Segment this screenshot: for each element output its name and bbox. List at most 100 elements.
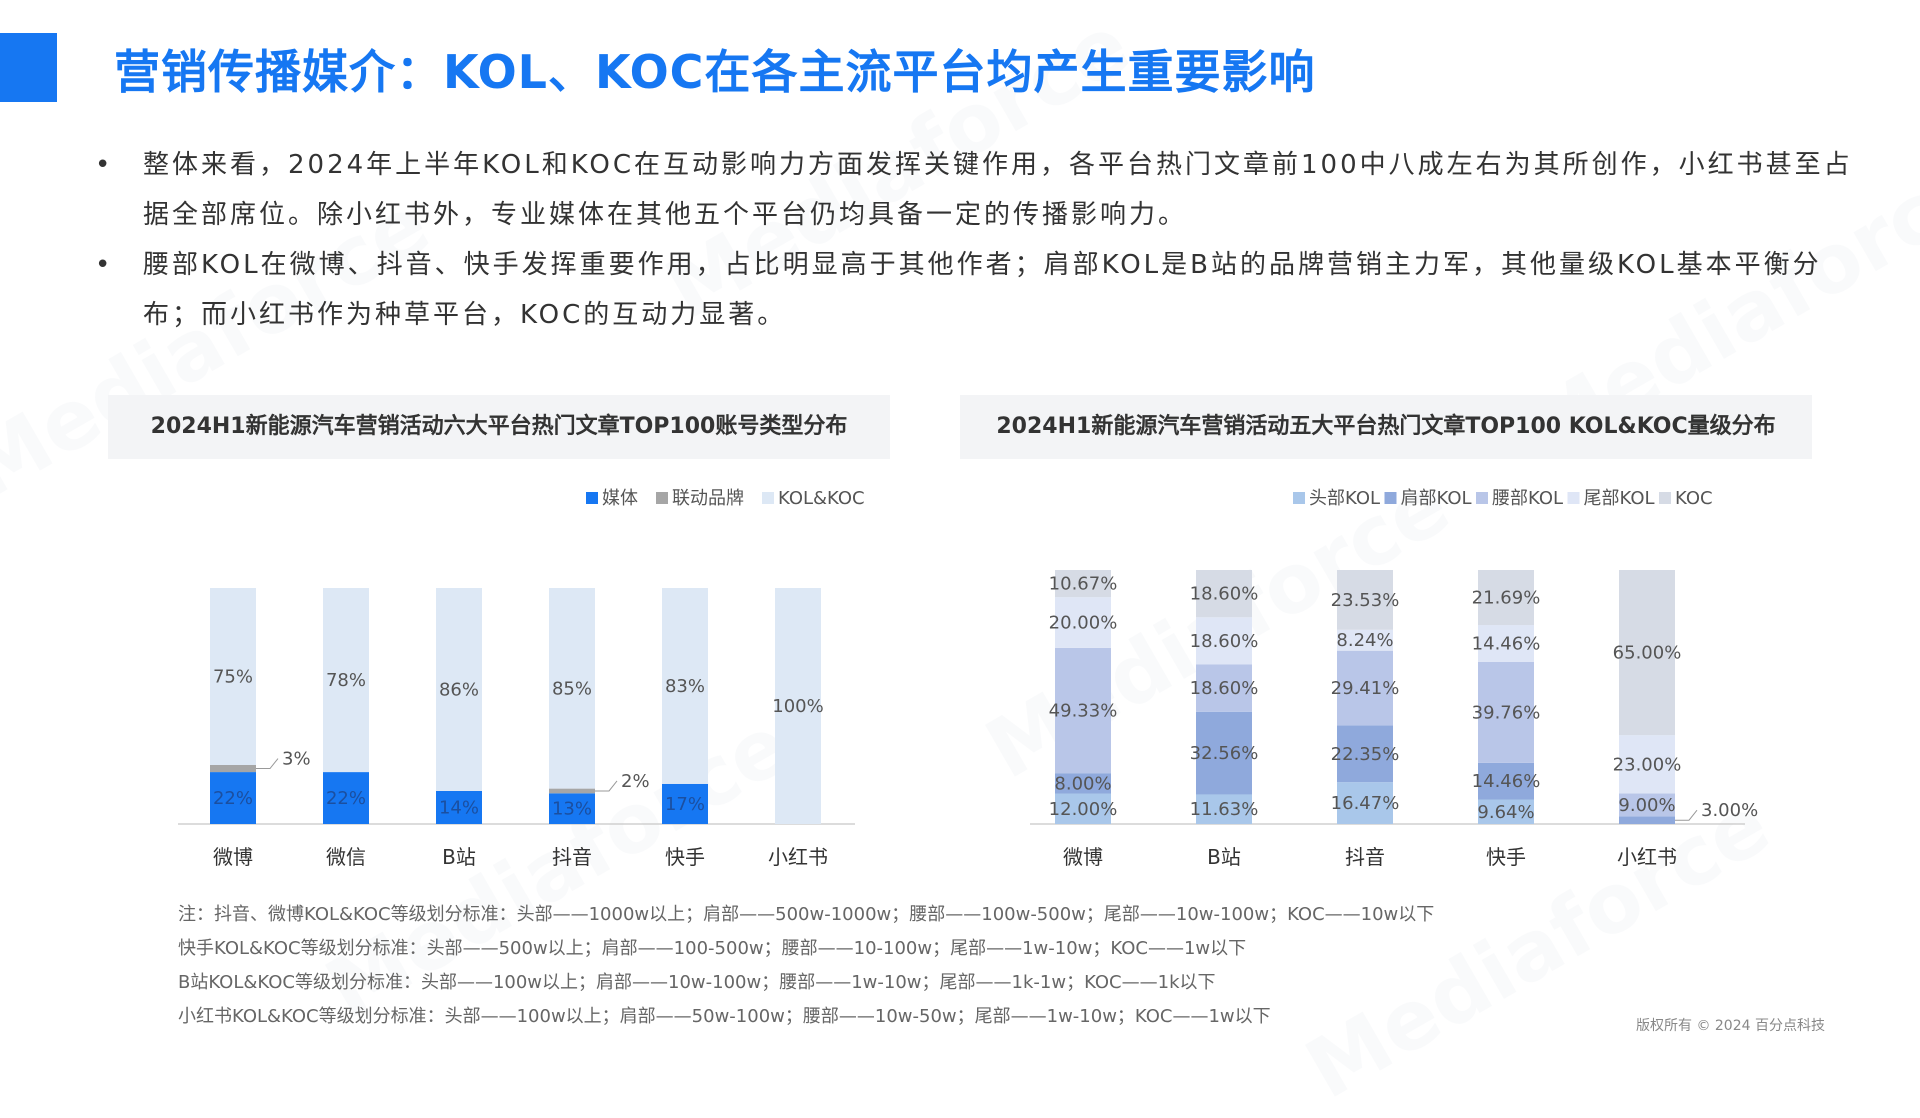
label-leader-line (595, 780, 618, 792)
bar-segment (1619, 793, 1675, 817)
bar-segment (436, 790, 482, 824)
bar-segment (1337, 782, 1393, 824)
note-line: 快手KOL&KOC等级划分标准：头部——500w以上；肩部——100-500w；… (178, 938, 1247, 959)
data-label: 14.46% (1472, 633, 1541, 654)
legend-swatch (1293, 492, 1305, 504)
category-label: 抖音 (552, 845, 592, 869)
category-label: 抖音 (1345, 845, 1385, 869)
category-label: B站 (442, 845, 476, 869)
notes: 注：抖音、微博KOL&KOC等级划分标准：头部——1000w以上；肩部——500… (178, 898, 1434, 1034)
data-label: 100% (772, 696, 823, 717)
bar-segment (1055, 773, 1111, 794)
legend-swatch (1384, 492, 1397, 504)
legend-swatch (656, 492, 668, 504)
category-label: 微信 (326, 845, 366, 869)
data-label: 83% (665, 676, 705, 697)
bar-segment (210, 588, 256, 765)
bar-segment (775, 588, 821, 824)
bar-segment (1337, 650, 1393, 726)
legend-label: 头部KOL (1309, 488, 1380, 509)
bullet-item: • 腰部KOL在微博、抖音、快手发挥重要作用，占比明显高于其他作者；肩部KOL是… (95, 240, 1855, 340)
bar-segment (323, 772, 369, 824)
kol-tier-chart: 12.00% 8.00% 49.33% 20.00% 10.67% 微博 11.63% 32.… (1030, 488, 1758, 869)
charts-canvas: 22% 3% 75% 微博 22% 78% 微信 14% 86% B站 13% 2% 85% 抖音 17% 8… (178, 488, 1758, 869)
data-label: 16.47% (1331, 793, 1400, 814)
bar-segment (1055, 570, 1111, 598)
bar-segment (1055, 647, 1111, 774)
data-label: 23.53% (1331, 590, 1400, 611)
bar-segment (1196, 711, 1252, 795)
summary-bullets: • 整体来看，2024年上半年KOL和KOC在互动影响力方面发挥关键作用，各平台… (95, 140, 1855, 340)
bar-segment (1619, 570, 1675, 736)
data-label: 78% (326, 670, 366, 691)
bar-segment (1196, 794, 1252, 824)
bullet-text: 腰部KOL在微博、抖音、快手发挥重要作用，占比明显高于其他作者；肩部KOL是B站… (143, 250, 1822, 330)
chart-title: 2024H1新能源汽车营销活动五大平台热门文章TOP100 KOL&KOC量级分… (960, 395, 1812, 459)
data-label: 65.00% (1613, 643, 1682, 664)
category-label: 微博 (213, 845, 253, 869)
data-label: 8.24% (1336, 630, 1393, 651)
note-line: B站KOL&KOC等级划分标准：头部——100w以上；肩部——10w-100w；… (178, 972, 1216, 993)
bar-segment (210, 772, 256, 824)
data-label: 85% (552, 678, 592, 699)
legend-swatch (586, 492, 598, 504)
bar-segment (1196, 570, 1252, 618)
data-label: 18.60% (1190, 584, 1259, 605)
note-line: 小红书KOL&KOC等级划分标准：头部——100w以上；肩部——50w-100w… (178, 1006, 1271, 1027)
bar-segment (436, 588, 482, 791)
data-label: 21.69% (1472, 588, 1541, 609)
bar-segment (549, 588, 595, 789)
category-label: 微博 (1063, 845, 1103, 869)
category-label: 快手 (1486, 845, 1526, 869)
data-label: 29.41% (1331, 678, 1400, 699)
bar-segment (1478, 625, 1534, 662)
data-label: 14.46% (1472, 771, 1541, 792)
bar-segment (662, 783, 708, 824)
bar-segment (1478, 661, 1534, 763)
legend-label: 尾部KOL (1584, 488, 1655, 509)
legend-swatch (1567, 492, 1580, 504)
bar-segment (323, 588, 369, 773)
bar-segment (549, 793, 595, 824)
data-label: 13% (552, 799, 592, 820)
legend-swatch (762, 492, 774, 504)
bullet-dot-icon: • (95, 250, 114, 280)
legend-label: 肩部KOL (1401, 488, 1472, 509)
account-type-chart: 22% 3% 75% 微博 22% 78% 微信 14% 86% B站 13% 2% 85% 抖音 17% 8… (178, 488, 865, 869)
bar-segment (1619, 735, 1675, 794)
bar-segment (1478, 799, 1534, 824)
category-label: 快手 (665, 845, 705, 869)
data-label: 3% (282, 749, 311, 770)
chart-title: 2024H1新能源汽车营销活动六大平台热门文章TOP100账号类型分布 (108, 395, 890, 459)
data-label: 14% (439, 797, 479, 818)
bar-segment (1196, 664, 1252, 712)
bar-segment (1196, 617, 1252, 665)
bar-segment (1337, 629, 1393, 651)
data-label: 75% (213, 667, 253, 688)
bar-segment (662, 588, 708, 784)
data-label: 10.67% (1049, 574, 1118, 595)
data-label: 8.00% (1054, 773, 1111, 794)
label-leader-line (1675, 809, 1698, 821)
bar-segment (549, 788, 595, 794)
category-label: 小红书 (1617, 845, 1677, 869)
bullet-item: • 整体来看，2024年上半年KOL和KOC在互动影响力方面发挥关键作用，各平台… (95, 140, 1855, 240)
title-accent-bar (0, 33, 57, 102)
bar-segment (210, 765, 256, 773)
legend-swatch (1476, 492, 1488, 504)
bar-segment (1337, 570, 1393, 630)
category-label: B站 (1207, 845, 1241, 869)
data-label: 18.60% (1190, 631, 1259, 652)
bar-segment (1478, 762, 1534, 800)
data-label: 9.00% (1618, 795, 1675, 816)
data-label: 3.00% (1701, 800, 1758, 821)
legend-swatch (1659, 492, 1671, 504)
data-label: 23.00% (1613, 754, 1682, 775)
legend-label: 腰部KOL (1492, 488, 1563, 509)
bar-segment (1337, 725, 1393, 783)
bullet-dot-icon: • (95, 150, 114, 180)
data-label: 12.00% (1049, 799, 1118, 820)
page-title: 营销传播媒介：KOL、KOC在各主流平台均产生重要影响 (114, 45, 1316, 99)
legend-label: 媒体 (602, 488, 638, 509)
bar-segment (1478, 570, 1534, 626)
